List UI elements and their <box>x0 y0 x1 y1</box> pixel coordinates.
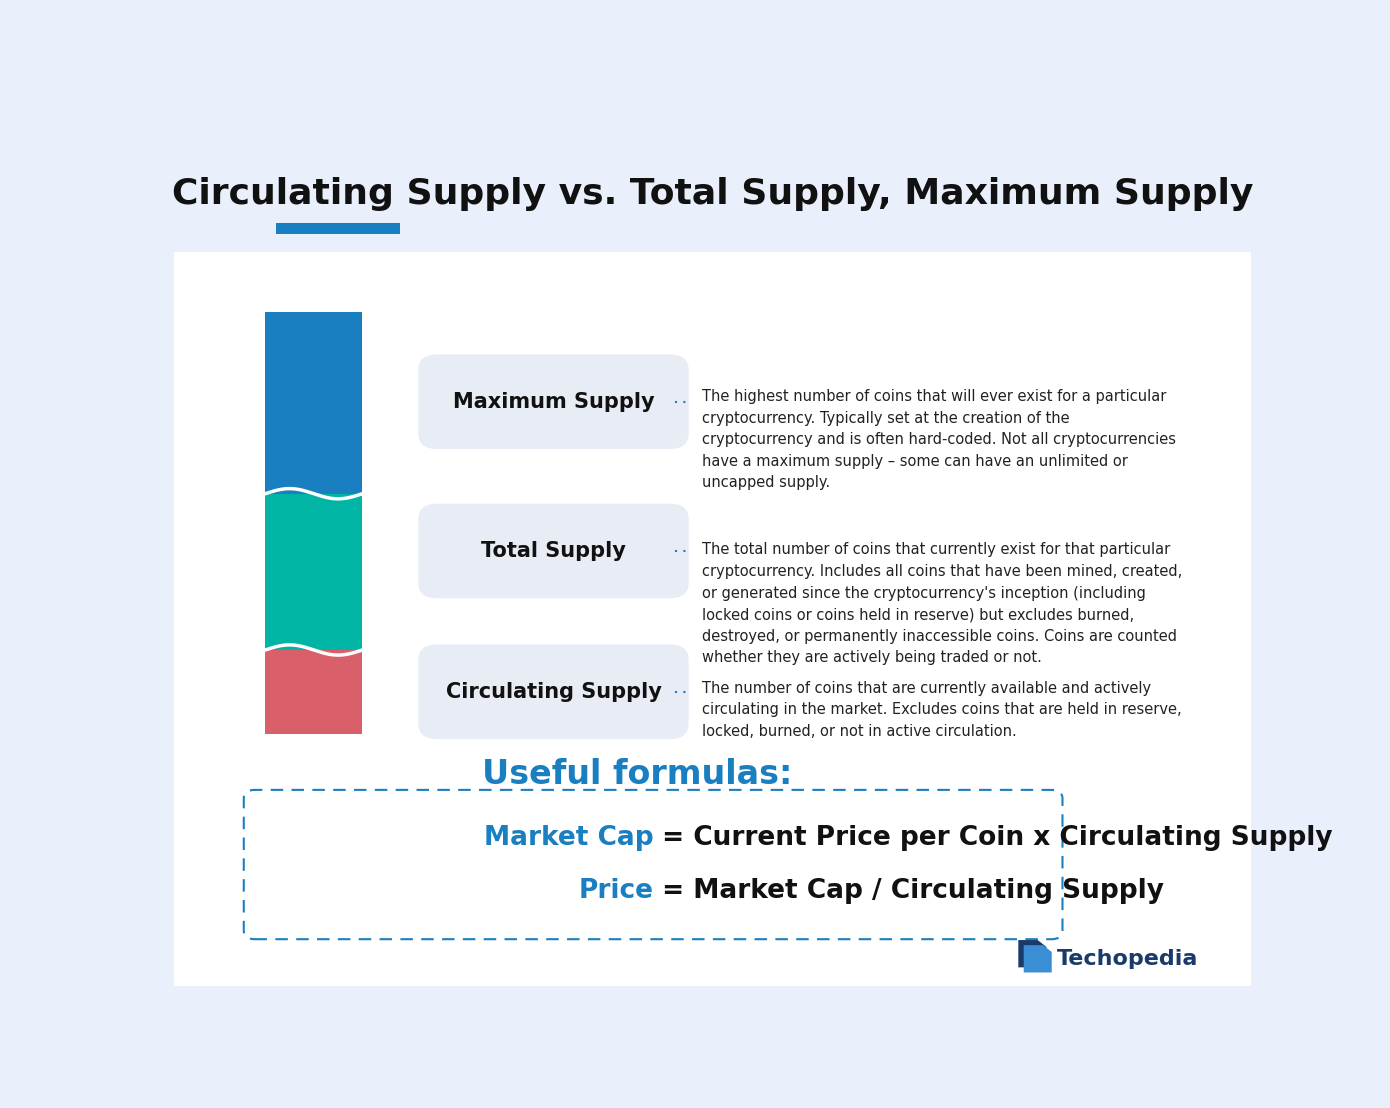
Text: Techopedia: Techopedia <box>1058 948 1198 968</box>
FancyBboxPatch shape <box>418 504 688 598</box>
Text: Circulating Supply: Circulating Supply <box>446 681 662 701</box>
Text: = Market Cap / Circulating Supply: = Market Cap / Circulating Supply <box>653 878 1165 904</box>
FancyBboxPatch shape <box>174 133 1251 253</box>
Text: Total Supply: Total Supply <box>481 541 626 561</box>
Text: The total number of coins that currently exist for that particular
cryptocurrenc: The total number of coins that currently… <box>702 543 1182 666</box>
Text: The number of coins that are currently available and actively
circulating in the: The number of coins that are currently a… <box>702 680 1182 739</box>
Text: Circulating Supply vs. Total Supply, Maximum Supply: Circulating Supply vs. Total Supply, Max… <box>172 177 1252 212</box>
Polygon shape <box>1019 940 1047 967</box>
Bar <box>265 650 363 735</box>
Text: The highest number of coins that will ever exist for a particular
cryptocurrency: The highest number of coins that will ev… <box>702 389 1176 491</box>
FancyBboxPatch shape <box>418 355 688 449</box>
FancyBboxPatch shape <box>418 645 688 739</box>
Polygon shape <box>1023 945 1052 973</box>
Text: = Current Price per Coin x Circulating Supply: = Current Price per Coin x Circulating S… <box>653 825 1333 851</box>
Text: Price: Price <box>578 878 653 904</box>
Bar <box>265 494 363 650</box>
Text: Maximum Supply: Maximum Supply <box>453 392 655 412</box>
Text: Useful formulas:: Useful formulas: <box>482 758 792 791</box>
FancyBboxPatch shape <box>174 253 1251 986</box>
FancyBboxPatch shape <box>277 223 400 234</box>
Text: Market Cap: Market Cap <box>484 825 653 851</box>
Bar <box>265 312 363 494</box>
FancyBboxPatch shape <box>243 790 1062 940</box>
